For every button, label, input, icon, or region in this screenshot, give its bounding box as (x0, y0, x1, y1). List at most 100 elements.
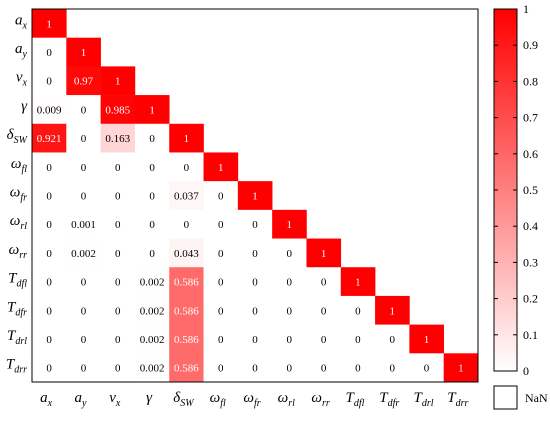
cell-value: 0 (218, 305, 224, 317)
heatmap-cell: 0.163 (100, 123, 136, 153)
cell-fill (66, 209, 101, 239)
heatmap-cell: 0.043 (169, 238, 204, 268)
cell-value: 1 (218, 162, 224, 174)
heatmap-cell: 0 (203, 295, 239, 325)
heatmap-cell: 0 (32, 181, 67, 211)
cell-fill (66, 181, 101, 211)
cell-fill (169, 267, 204, 297)
heatmap-cell: 0 (272, 238, 307, 268)
heatmap-cell: 0 (272, 267, 307, 297)
cell-value: 0.002 (140, 305, 165, 317)
cell-value: 0 (218, 277, 224, 289)
colorbar-tick: 1 (494, 2, 529, 16)
colorbar-tick: 0.4 (494, 219, 538, 233)
heatmap-cell: 1 (272, 209, 307, 239)
heatmap-cell: 0 (100, 152, 136, 182)
cell-value: 0 (81, 277, 87, 289)
heatmap-cell: 0 (340, 324, 376, 354)
cell-value: 0 (115, 277, 121, 289)
cell-fill (272, 324, 307, 354)
nan-swatch (493, 385, 518, 410)
heatmap-cell: 0 (32, 238, 67, 268)
cell-value: 0 (252, 363, 258, 375)
y-label-omegafl: ωfl (11, 156, 27, 175)
x-axis-labels: ax ay vx γ δSW ωfl ωfr ωrl ωrr Tdfl Tdfr Tdrl Tdrr (40, 390, 468, 409)
heatmap-cell: 0 (203, 238, 239, 268)
cell-value: 0 (389, 334, 395, 346)
cell-value: 0 (81, 363, 87, 375)
cell-value: 0 (355, 305, 361, 317)
heatmap-cell: 1 (66, 37, 101, 67)
cell-value: 0 (287, 334, 293, 346)
cell-fill (169, 209, 204, 239)
x-label-omegafr: ωfr (243, 390, 260, 409)
cell-value: 0 (321, 334, 327, 346)
cell-fill (134, 181, 170, 211)
heatmap-cell: 0 (272, 324, 307, 354)
x-label-ay: ay (74, 390, 87, 409)
cell-value: 1 (287, 219, 293, 231)
cell-value: 1 (149, 104, 155, 116)
heatmap-cell: 0 (237, 209, 273, 239)
cell-value: 0 (81, 191, 87, 203)
colorbar-tick: 0 (494, 364, 529, 378)
cell-fill (32, 152, 67, 182)
y-label-tdfr: Tdfr (7, 299, 27, 318)
cell-value: 0 (252, 248, 258, 260)
heatmap-cell: 0 (66, 181, 101, 211)
cell-fill (169, 181, 204, 211)
cell-value: 0 (252, 219, 258, 231)
heatmap-cell: 0 (203, 353, 239, 383)
cell-value: 0 (287, 248, 293, 260)
cell-fill (169, 353, 204, 383)
colorbar-tick: 0.9 (494, 38, 538, 52)
cell-fill (66, 324, 101, 354)
y-label-tdfl: Tdfl (8, 271, 27, 290)
plot-frame (31, 8, 479, 383)
x-label-omegafl: ωfl (210, 390, 226, 409)
cell-fill (66, 37, 101, 67)
heatmap-cell: 0.002 (134, 324, 170, 354)
cell-fill (203, 238, 239, 268)
colorbar-tick-label: 0.2 (523, 292, 538, 306)
heatmap-cell: 0.001 (66, 209, 101, 239)
cell-value: 1 (355, 277, 361, 289)
cell-fill (340, 267, 376, 297)
cell-fill (32, 66, 67, 96)
cell-value: 0 (149, 133, 155, 145)
cell-fill (340, 324, 376, 354)
heatmap-cell: 0 (100, 295, 136, 325)
y-label-tdrr: Tdrr (6, 357, 27, 376)
colorbar-tick: 0.1 (494, 328, 538, 342)
cell-fill (32, 238, 67, 268)
heatmap-cell: 0.037 (169, 181, 204, 211)
cell-value: 0 (149, 191, 155, 203)
cell-fill (66, 238, 101, 268)
heatmap-cell: 0 (32, 267, 67, 297)
cell-value: 0 (115, 248, 121, 260)
x-label-deltasw: δSW (173, 390, 195, 409)
cell-fill (100, 66, 136, 96)
cell-fill (375, 324, 410, 354)
heatmap-cell: 0.586 (169, 295, 204, 325)
cell-fill (237, 181, 273, 211)
y-label-omegarl: ωrl (10, 213, 27, 232)
cell-fill (272, 353, 307, 383)
cell-value: 0 (81, 104, 87, 116)
y-label-ax: ax (15, 12, 28, 31)
cell-fill (409, 353, 444, 383)
heatmap-cell: 0 (306, 267, 342, 297)
cell-value: 0 (355, 363, 361, 375)
cell-value: 0.586 (174, 305, 199, 317)
heatmap-cell: 1 (237, 181, 273, 211)
heatmap-cell: 0.586 (169, 353, 204, 383)
heatmap-cell: 0 (32, 209, 67, 239)
y-axis-labels: ax ay vx γ δSW ωfl ωfr ωrl ωrr Tdfl Tdfr Tdrl Tdrr (6, 12, 29, 375)
cell-fill (340, 353, 376, 383)
cell-fill (203, 295, 239, 325)
heatmap-cell: 1 (409, 324, 444, 354)
cell-value: 0 (149, 248, 155, 260)
y-label-deltasw: δSW (7, 127, 29, 146)
cell-fill (100, 295, 136, 325)
cell-fill (272, 238, 307, 268)
